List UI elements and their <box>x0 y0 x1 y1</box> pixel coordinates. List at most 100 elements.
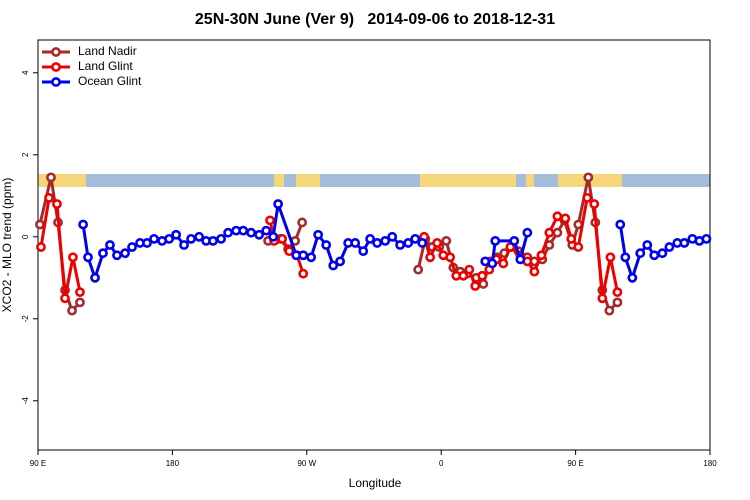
point <box>487 258 498 269</box>
point <box>441 235 452 246</box>
point <box>306 252 317 263</box>
point <box>432 238 443 248</box>
point <box>52 199 62 209</box>
point <box>380 235 391 246</box>
y-tick-label: -4 <box>21 397 30 405</box>
point <box>478 279 489 289</box>
y-axis-label: XCO2 - MLO trend (ppm) <box>0 178 14 313</box>
point <box>664 242 675 252</box>
point <box>522 227 533 238</box>
point <box>105 240 115 250</box>
point <box>277 233 288 244</box>
point <box>464 264 475 275</box>
point <box>67 305 77 316</box>
point <box>83 252 93 263</box>
point <box>620 252 631 263</box>
point <box>605 252 616 263</box>
point <box>627 272 638 283</box>
y-tick-label: 4 <box>21 70 30 75</box>
point <box>395 240 406 250</box>
legend-marker <box>51 62 61 72</box>
x-tick-label: 90 E <box>567 459 583 468</box>
point <box>657 248 668 259</box>
point <box>612 297 623 308</box>
point <box>238 225 249 236</box>
point <box>298 268 309 279</box>
legend-label: Ocean Glint <box>78 74 142 88</box>
point <box>403 238 414 248</box>
point <box>60 293 70 304</box>
x-tick-label: 180 <box>166 459 180 468</box>
point <box>552 211 563 222</box>
point <box>142 238 152 248</box>
point <box>36 242 46 252</box>
point <box>649 250 660 261</box>
point <box>208 235 218 246</box>
point <box>604 305 615 316</box>
point <box>552 227 563 238</box>
point <box>701 233 712 244</box>
point <box>573 242 584 252</box>
point <box>216 233 226 244</box>
point <box>268 231 279 242</box>
point <box>679 238 690 248</box>
point <box>98 248 108 259</box>
point <box>470 281 481 291</box>
point <box>529 266 540 277</box>
point <box>297 217 308 228</box>
point <box>358 246 369 257</box>
point <box>515 254 526 265</box>
point <box>536 250 547 261</box>
point <box>35 219 45 230</box>
point <box>477 270 488 281</box>
point <box>498 258 509 269</box>
point <box>582 192 593 203</box>
x-tick-label: 180 <box>703 459 717 468</box>
point <box>149 233 159 244</box>
y-tick-label: 0 <box>21 234 30 239</box>
point <box>425 252 436 263</box>
point <box>127 242 137 252</box>
x-tick-label: 90 W <box>297 459 316 468</box>
y-tick-label: -2 <box>21 315 30 323</box>
point <box>179 240 189 250</box>
point <box>246 227 256 238</box>
legend-label: Land Glint <box>78 59 133 73</box>
point <box>490 235 501 246</box>
chart-title: 25N-30N June (Ver 9) 2014-09-06 to 2018-… <box>195 11 555 28</box>
point <box>642 240 653 250</box>
point <box>445 252 456 263</box>
point <box>120 248 130 259</box>
point <box>615 219 626 230</box>
point <box>164 233 175 244</box>
point <box>387 231 398 242</box>
x-axis-label: Longitude <box>349 476 402 490</box>
point <box>509 235 520 246</box>
point <box>46 172 56 183</box>
point <box>544 227 555 238</box>
point <box>186 233 196 244</box>
point <box>223 227 234 238</box>
point <box>44 192 54 203</box>
point <box>112 250 122 261</box>
point <box>90 272 100 283</box>
point <box>171 229 182 240</box>
point <box>417 238 428 248</box>
point <box>335 256 346 267</box>
point <box>313 229 324 240</box>
legend-label: Land Nadir <box>78 44 137 58</box>
point <box>75 297 85 308</box>
point <box>410 233 421 244</box>
point <box>635 248 646 259</box>
point <box>321 240 332 250</box>
point <box>75 287 85 298</box>
point <box>328 260 339 271</box>
point <box>597 293 608 304</box>
point <box>261 225 272 236</box>
point <box>566 233 577 244</box>
point <box>284 246 295 257</box>
y-tick-label: 2 <box>21 152 30 157</box>
legend-marker <box>51 77 61 87</box>
point <box>589 199 600 209</box>
